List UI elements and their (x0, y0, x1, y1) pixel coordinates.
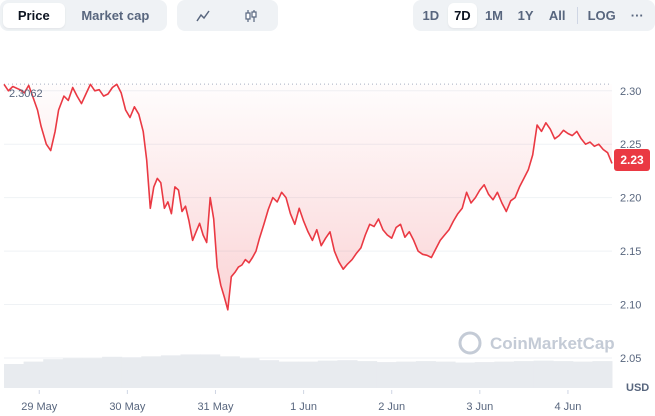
price-line (3, 83, 613, 311)
volume-bar (396, 361, 417, 388)
volume-bar (219, 356, 240, 388)
more-options-button[interactable]: ··· (630, 8, 644, 23)
start-price-label: 2.3062 (9, 88, 43, 100)
volume-bar (474, 362, 495, 388)
volume-bar (553, 361, 574, 388)
y-tick-label: 2.20 (620, 193, 641, 205)
y-axis-ticks: 2.30 2.25 2.20 2.15 2.10 2.05 (620, 86, 641, 365)
volume-bar (239, 358, 260, 388)
x-tick-label: 3 Jun (466, 401, 493, 413)
volume-bar (494, 361, 515, 388)
market-cap-tab[interactable]: Market cap (81, 8, 150, 23)
volume-bar (160, 355, 182, 388)
volume-bar (141, 356, 162, 388)
y-tick-label: 2.30 (620, 86, 641, 98)
y-tick-label: 2.15 (620, 246, 641, 258)
volume-bar (317, 360, 338, 388)
x-axis-ticks: 29 May 30 May 31 May 1 Jun 2 Jun 3 Jun 4 Jun (21, 390, 581, 413)
chart-style-toggle (177, 0, 278, 31)
range-all-button[interactable]: All (548, 8, 566, 23)
volume-bar (455, 362, 476, 388)
range-1m-button[interactable]: 1M (484, 8, 504, 23)
x-tick-label: 1 Jun (290, 401, 317, 413)
current-price-label: 2.23 (620, 153, 644, 167)
price-series-line (3, 83, 613, 311)
volume-bar (258, 360, 280, 388)
y-tick-label: 2.25 (620, 139, 641, 151)
x-tick-label: 2 Jun (378, 401, 405, 413)
volume-bar (62, 358, 83, 388)
time-range-toggle: 1D 7D 1M 1Y All LOG ··· (413, 0, 655, 31)
coinmarketcap-logo-icon (458, 331, 482, 355)
price-area (4, 84, 612, 310)
volume-bar (102, 356, 123, 388)
volume-bar (435, 361, 456, 388)
volume-bar (121, 357, 142, 388)
volume-bar (43, 359, 64, 388)
volume-bar (200, 354, 221, 388)
volume-bar (82, 358, 103, 388)
volume-bar (533, 360, 554, 388)
currency-label: USD (626, 382, 649, 394)
current-price-badge (614, 149, 650, 171)
volume-bar (572, 361, 593, 388)
toolbar-divider (576, 7, 578, 24)
price-tab[interactable]: Price (3, 3, 65, 28)
line-chart-button[interactable] (180, 3, 226, 28)
volume-bar (4, 364, 25, 388)
volume-bar (376, 362, 397, 388)
volume-bar (513, 361, 535, 388)
volume-bar (337, 360, 358, 388)
volume-bar (278, 361, 299, 388)
range-1d-button[interactable]: 1D (422, 8, 440, 23)
y-tick-label: 2.10 (620, 300, 641, 312)
price-area-fill (4, 84, 612, 310)
range-7d-button[interactable]: 7D (447, 3, 478, 28)
volume-bar (357, 361, 378, 388)
watermark-label: CoinMarketCap (490, 334, 615, 353)
volume-bar (180, 354, 201, 388)
range-1y-button[interactable]: 1Y (517, 8, 534, 23)
volume-bar (592, 361, 613, 388)
volume-bars (4, 354, 613, 388)
x-tick-label: 31 May (197, 401, 234, 413)
line-chart-icon (196, 10, 210, 21)
chart-type-toggle: Price Market cap (0, 0, 167, 31)
volume-bar (415, 361, 436, 388)
x-tick-label: 30 May (109, 401, 146, 413)
y-tick-label: 2.05 (620, 353, 641, 365)
watermark: CoinMarketCap (458, 331, 615, 355)
x-tick-label: 29 May (21, 401, 58, 413)
candlestick-chart-button[interactable] (228, 3, 274, 28)
volume-bar (298, 361, 319, 388)
volume-bar (23, 361, 44, 388)
candlestick-icon (245, 9, 257, 22)
log-scale-button[interactable]: LOG (587, 8, 616, 23)
x-tick-label: 4 Jun (554, 401, 581, 413)
